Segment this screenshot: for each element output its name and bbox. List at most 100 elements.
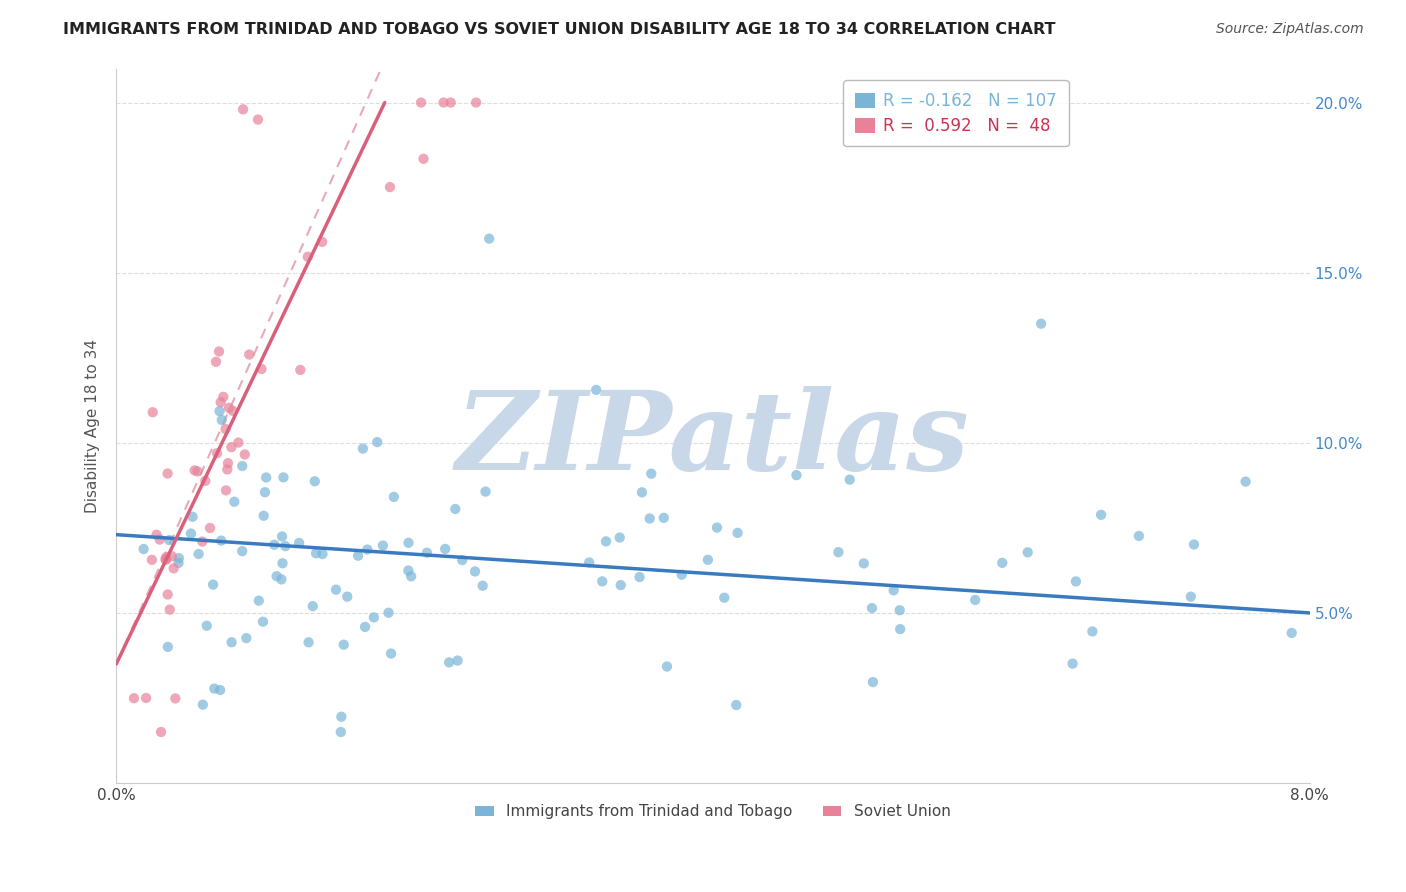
Text: Source: ZipAtlas.com: Source: ZipAtlas.com <box>1216 22 1364 37</box>
Point <box>591 574 613 589</box>
Point <box>609 531 631 545</box>
Point <box>474 484 496 499</box>
Point <box>311 235 333 249</box>
Point <box>187 547 209 561</box>
Point <box>1182 537 1205 551</box>
Point <box>250 362 273 376</box>
Point <box>271 529 294 543</box>
Point <box>1062 657 1084 671</box>
Point <box>889 622 911 636</box>
Point <box>862 675 884 690</box>
Point <box>271 556 294 570</box>
Point <box>135 690 157 705</box>
Point <box>412 152 434 166</box>
Point <box>377 606 399 620</box>
Point <box>231 458 253 473</box>
Point <box>1234 475 1257 489</box>
Point <box>202 681 225 696</box>
Point <box>194 474 217 488</box>
Point <box>628 570 651 584</box>
Point <box>181 509 204 524</box>
Point <box>246 112 269 127</box>
Point <box>273 470 295 484</box>
Point <box>305 546 328 560</box>
Point <box>827 545 849 559</box>
Point <box>163 561 186 575</box>
Point <box>224 494 246 508</box>
Point <box>202 577 225 591</box>
Point <box>141 553 163 567</box>
Point <box>142 405 165 419</box>
Point <box>465 95 488 110</box>
Point <box>208 344 231 359</box>
Point <box>183 463 205 477</box>
Point <box>218 401 240 415</box>
Point <box>155 550 177 565</box>
Point <box>1029 317 1052 331</box>
Point <box>214 422 236 436</box>
Point <box>366 435 388 450</box>
Point <box>330 710 353 724</box>
Point <box>221 404 243 418</box>
Point <box>852 557 875 571</box>
Point <box>440 95 463 110</box>
Legend: Immigrants from Trinidad and Tobago, Soviet Union: Immigrants from Trinidad and Tobago, Sov… <box>470 798 956 825</box>
Point <box>191 698 214 712</box>
Point <box>186 464 208 478</box>
Point <box>238 347 260 361</box>
Point <box>671 567 693 582</box>
Point <box>655 659 678 673</box>
Point <box>297 635 319 649</box>
Point <box>416 546 439 560</box>
Point <box>631 485 654 500</box>
Point <box>371 539 394 553</box>
Point <box>640 467 662 481</box>
Point <box>254 470 277 484</box>
Point <box>221 440 243 454</box>
Point <box>149 533 172 547</box>
Point <box>1090 508 1112 522</box>
Point <box>215 483 238 498</box>
Point <box>696 553 718 567</box>
Point <box>398 536 420 550</box>
Point <box>155 552 177 566</box>
Point <box>432 95 454 110</box>
Point <box>354 620 377 634</box>
Point <box>288 536 311 550</box>
Point <box>638 511 661 525</box>
Point <box>228 435 250 450</box>
Point <box>399 569 422 583</box>
Point <box>380 647 402 661</box>
Point <box>217 462 239 476</box>
Point <box>1081 624 1104 639</box>
Point <box>157 533 180 548</box>
Point <box>253 485 276 500</box>
Point <box>167 551 190 566</box>
Point <box>727 525 749 540</box>
Point <box>247 593 270 607</box>
Point <box>437 656 460 670</box>
Point <box>208 404 231 418</box>
Point <box>235 631 257 645</box>
Point <box>329 725 352 739</box>
Point <box>325 582 347 597</box>
Point <box>209 683 232 698</box>
Point <box>1128 529 1150 543</box>
Point <box>160 549 183 564</box>
Point <box>232 103 254 117</box>
Point <box>860 601 883 615</box>
Point <box>464 565 486 579</box>
Point <box>595 534 617 549</box>
Point <box>889 603 911 617</box>
Point <box>155 552 177 566</box>
Point <box>274 539 297 553</box>
Point <box>205 355 228 369</box>
Point <box>378 180 401 194</box>
Point <box>382 490 405 504</box>
Point <box>451 553 474 567</box>
Point <box>965 593 987 607</box>
Point <box>706 520 728 534</box>
Point <box>270 573 292 587</box>
Point <box>209 533 232 548</box>
Point <box>446 654 468 668</box>
